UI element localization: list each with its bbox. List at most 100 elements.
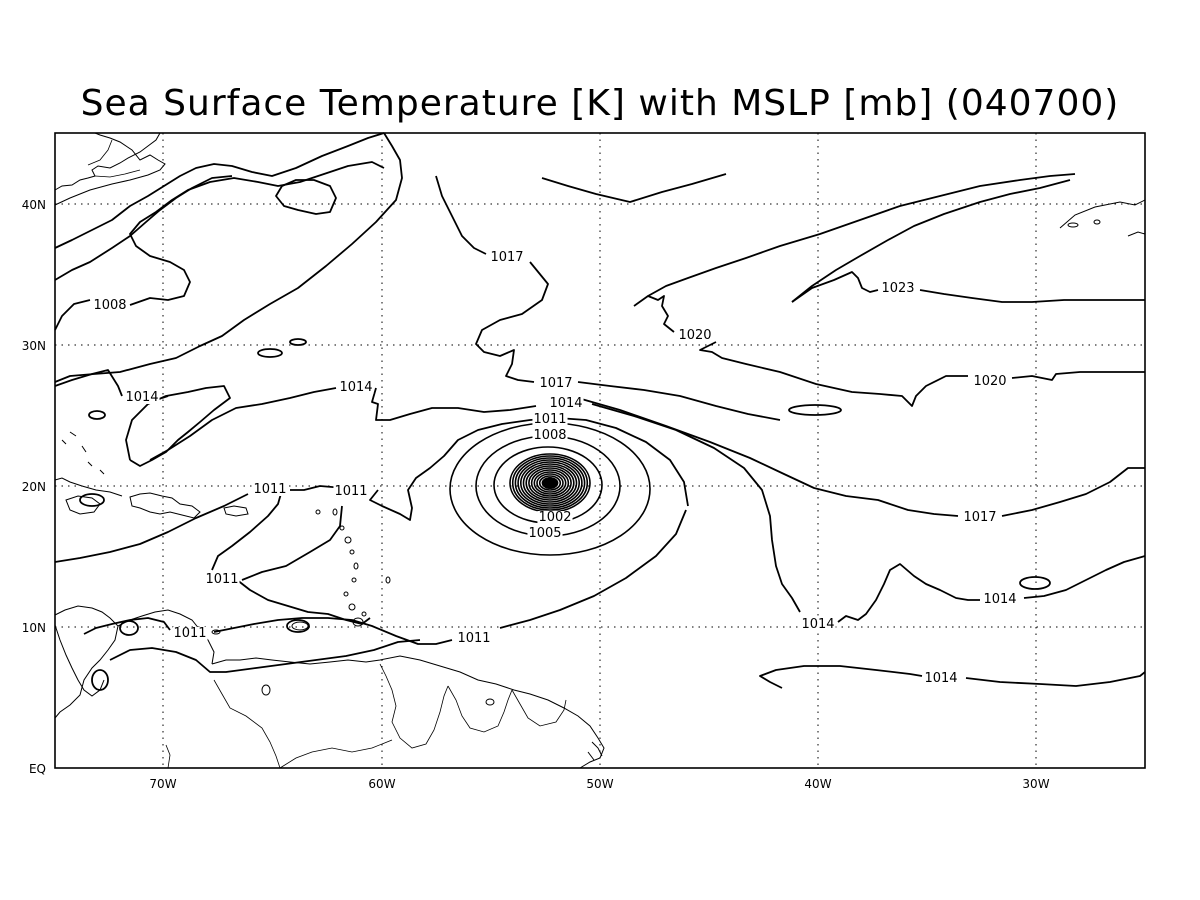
contour-label-backing	[489, 251, 525, 264]
y-tick-label: EQ	[29, 762, 46, 776]
isobar-1011-south	[83, 509, 687, 645]
isobar-cyclone-ring	[511, 455, 589, 511]
coastline-south-america	[211, 655, 605, 769]
coastline-hispaniola	[129, 492, 201, 519]
isobar-closed-east	[788, 404, 842, 416]
isobar-closed-florida-2	[289, 338, 307, 346]
contour-label: 1017	[490, 250, 523, 265]
coastline-cuba	[54, 477, 123, 497]
y-tick-label: 40N	[22, 198, 46, 212]
contour-label: 1017	[539, 376, 572, 391]
isobar-northwest-upper	[54, 132, 385, 249]
contour-label: 1014	[983, 592, 1016, 607]
island-madeira	[1093, 219, 1101, 225]
contour-label: 1020	[678, 328, 711, 343]
island-azores	[1067, 222, 1079, 228]
isobar-cyclone-ring	[530, 469, 570, 497]
isobar-1017-north	[435, 175, 781, 421]
map-frame	[54, 132, 1146, 769]
coastlines	[54, 132, 1146, 769]
isobar-cyclone-ring	[538, 475, 562, 491]
contour-label-backing	[548, 397, 584, 410]
isobar-closed-east-small	[1019, 576, 1051, 590]
isobars	[54, 132, 1146, 691]
coastline-central-america	[54, 605, 119, 719]
contour-label-backing	[456, 632, 492, 645]
isobar-closed-bahamas	[88, 410, 106, 420]
contour-label: 1014	[339, 380, 372, 395]
isobar-1011-north-west	[54, 417, 689, 563]
y-tick-label: 10N	[22, 621, 46, 635]
island-tobago	[361, 611, 367, 617]
coastline-puerto-rico	[223, 505, 249, 517]
isobar-1014-south	[759, 665, 1146, 689]
isobar-1020-east-upper	[647, 173, 1076, 297]
isobar-closed-west	[79, 493, 105, 507]
isobar-closed-jamaica	[119, 620, 139, 636]
contour-label-backing	[800, 618, 836, 631]
isobar-1011-caribbean	[211, 489, 371, 625]
border-guyana-suriname	[447, 685, 513, 733]
x-axis: 70W 60W 50W 40W 30W	[149, 777, 1049, 791]
y-tick-label: 20N	[22, 480, 46, 494]
isobar-cyclone-ring	[536, 473, 564, 493]
isobar-cyclone-ring	[517, 459, 583, 507]
contour-label: 1011	[253, 482, 286, 497]
chart-title: Sea Surface Temperature [K] with MSLP [m…	[81, 83, 1120, 124]
isobar-1011-coast	[109, 639, 421, 673]
contour-label-backing	[537, 511, 573, 524]
island-curacao	[211, 629, 221, 635]
isobar-1023	[791, 271, 1145, 303]
isobar-closed-florida	[257, 348, 283, 358]
coastline-panama	[117, 609, 215, 665]
contour-label: 1002	[538, 510, 571, 525]
x-tick-label: 60W	[368, 777, 395, 791]
isobar-north-center-1017	[54, 132, 403, 383]
contour-label-backing	[982, 593, 1018, 606]
contour-label: 1017	[963, 510, 996, 525]
isobar-1014-west	[54, 369, 231, 467]
coastline-new-england	[54, 132, 161, 191]
border-venezuela-guyana	[379, 663, 449, 749]
contour-label: 1014	[549, 396, 582, 411]
contour-label: 1023	[881, 281, 914, 296]
contour-label-backing	[532, 429, 568, 442]
border-venezuela-colombia	[213, 679, 281, 769]
contour-label: 1005	[528, 526, 561, 541]
isobar-1014-east	[591, 403, 1146, 623]
contour-label: 1014	[924, 671, 957, 686]
contour-label: 1014	[125, 390, 158, 405]
isobar-1014-central	[149, 387, 537, 461]
x-tick-label: 50W	[586, 777, 613, 791]
x-tick-label: 70W	[149, 777, 176, 791]
contour-labels: 1008 1014 1014 1017 1011 1011 1011 1011 …	[92, 250, 1018, 686]
isobar-cyclone-ring	[528, 467, 572, 499]
coastline-jamaica	[65, 495, 101, 515]
contour-label: 1011	[173, 626, 206, 641]
border-us-canada	[87, 139, 141, 178]
contour-label-backing	[972, 375, 1008, 388]
coastline-iberia-edge	[1127, 231, 1146, 237]
isobar-closed-hispaniola	[286, 619, 310, 633]
isobar-cyclone-ring	[533, 471, 567, 495]
coastline-amazon-delta	[587, 741, 603, 761]
contour-label-backing	[677, 329, 713, 342]
isobar-1020-north	[633, 295, 1145, 407]
lesser-antilles	[315, 508, 391, 611]
contour-label: 1011	[205, 572, 238, 587]
contour-label-backing	[252, 483, 288, 496]
x-tick-label: 40W	[804, 777, 831, 791]
y-axis: EQ 10N 20N 30N 40N	[22, 198, 46, 776]
contour-label-backing	[532, 413, 568, 426]
contour-label-backing	[333, 485, 369, 498]
contour-label: 1014	[801, 617, 834, 632]
isobar-closed-honduras	[91, 669, 109, 691]
contour-label: 1008	[93, 298, 126, 313]
isobar-nw-inner	[54, 175, 233, 281]
contour-label-backing	[923, 672, 959, 685]
coastline-bahamas	[61, 431, 105, 475]
cyclone-eye	[542, 477, 558, 489]
coastline-north-america	[54, 132, 166, 206]
isobar-cyclone-ring	[519, 461, 580, 505]
contour-label-backing	[880, 282, 916, 295]
